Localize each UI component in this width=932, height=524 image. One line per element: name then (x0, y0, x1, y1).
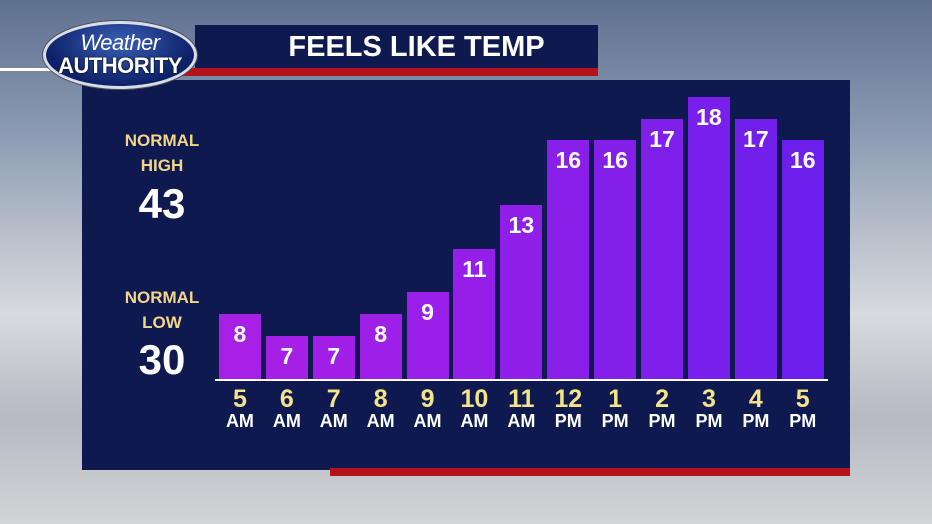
bar (500, 205, 543, 379)
x-tick-label: 5 PM (789, 385, 817, 431)
value-label: 16 (555, 147, 582, 174)
x-tick-label: 5 AM (225, 385, 254, 431)
bar (734, 118, 777, 379)
logo-top: Weather (80, 30, 160, 55)
x-tick-label: 2 PM (648, 385, 676, 431)
value-label: 7 (280, 342, 294, 369)
bar (218, 313, 261, 379)
bar (359, 313, 402, 379)
x-tick-label: 12 PM (554, 385, 583, 431)
bar (641, 118, 684, 379)
chart-title: FEELS LIKE TEMP (288, 31, 545, 63)
bar (687, 97, 730, 379)
value-label: 17 (649, 125, 675, 152)
x-tick-label: 11 AM (507, 385, 536, 431)
logo: Weather AUTHORITY (43, 21, 197, 89)
red-stripe (330, 468, 850, 476)
x-tick-label: 3 PM (695, 385, 723, 431)
x-tick-label: 9 AM (413, 385, 442, 431)
value-label: 11 (462, 255, 487, 282)
value-label: 13 (508, 212, 535, 239)
normal-high-value: 43 (138, 180, 186, 227)
value-label: 8 (233, 320, 247, 347)
bar (547, 140, 590, 379)
value-label: 8 (374, 320, 388, 347)
x-tick-label: 1 PM (601, 385, 629, 431)
bar (594, 140, 637, 379)
title-bar (195, 25, 598, 69)
x-axis (214, 379, 829, 381)
value-label: 7 (327, 342, 341, 369)
red-stripe (160, 68, 598, 76)
bar (781, 140, 824, 379)
value-label: 9 (421, 299, 434, 326)
value-label: 16 (789, 147, 816, 174)
x-tick-label: 7 AM (319, 385, 348, 431)
normal-low-value: 30 (138, 336, 186, 383)
normal-low-label: NORMAL LOW (124, 288, 200, 332)
bar (265, 335, 308, 379)
value-label: 18 (696, 104, 722, 130)
value-label: 16 (602, 147, 628, 174)
x-tick-label: 4 PM (742, 385, 770, 431)
white-line (0, 68, 60, 71)
x-tick-label: 8 AM (366, 385, 395, 431)
bar (453, 248, 496, 379)
value-label: 17 (743, 125, 769, 152)
logo-bottom: AUTHORITY (58, 53, 182, 78)
x-tick-label: 6 AM (272, 385, 301, 431)
bar (406, 292, 449, 379)
x-tick-label: 10 AM (460, 385, 489, 431)
normal-high-label: NORMAL HIGH (124, 131, 200, 175)
bar (312, 335, 355, 379)
